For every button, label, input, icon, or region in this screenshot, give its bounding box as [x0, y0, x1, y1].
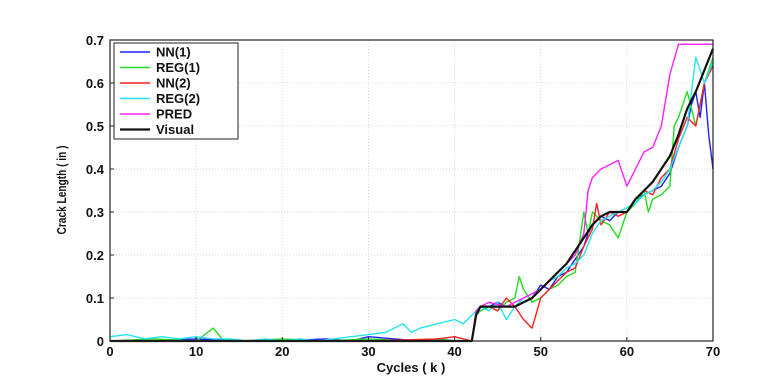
- legend-label: PRED: [156, 107, 192, 122]
- series-line-nn-1: [110, 82, 714, 342]
- x-tick-label: 30: [361, 344, 375, 359]
- y-tick-label: 0.1: [86, 291, 104, 306]
- axis-ticks: 0 10 20 30 40 50 60 70 0 0.1 0.2 0.3 0.4 0.5 0.6 0.7: [86, 33, 720, 359]
- x-tick-label: 10: [189, 344, 203, 359]
- y-tick-label: 0.7: [86, 33, 104, 48]
- series-line-reg-2: [109, 56, 714, 342]
- legend-label: Visual: [156, 122, 194, 137]
- legend-label: REG(1): [156, 60, 200, 75]
- y-tick-label: 0.3: [86, 205, 104, 220]
- legend-label: REG(2): [156, 91, 200, 106]
- x-tick-label: 40: [447, 344, 461, 359]
- x-tick-label: 50: [533, 344, 547, 359]
- legend-label: NN(2): [156, 76, 191, 91]
- legend-box: [113, 42, 239, 140]
- plot-frame: [109, 39, 714, 342]
- y-tick-label: 0.6: [86, 76, 104, 91]
- y-axis-title: Crack Length ( in ): [55, 145, 69, 234]
- x-tick-label: 60: [620, 344, 634, 359]
- y-tick-label: 0: [97, 334, 104, 349]
- x-axis-title: Cycles ( k ): [377, 360, 446, 375]
- series-line-visual: [110, 48, 715, 343]
- x-tick-label: 20: [275, 344, 289, 359]
- x-tick-label: 0: [106, 344, 113, 359]
- x-tick-label: 70: [706, 344, 720, 359]
- y-tick-label: 0.4: [86, 162, 105, 177]
- legend-label: NN(1): [156, 45, 191, 60]
- series-lines: [109, 43, 715, 343]
- y-tick-label: 0.2: [86, 248, 104, 263]
- y-tick-label: 0.5: [86, 119, 104, 134]
